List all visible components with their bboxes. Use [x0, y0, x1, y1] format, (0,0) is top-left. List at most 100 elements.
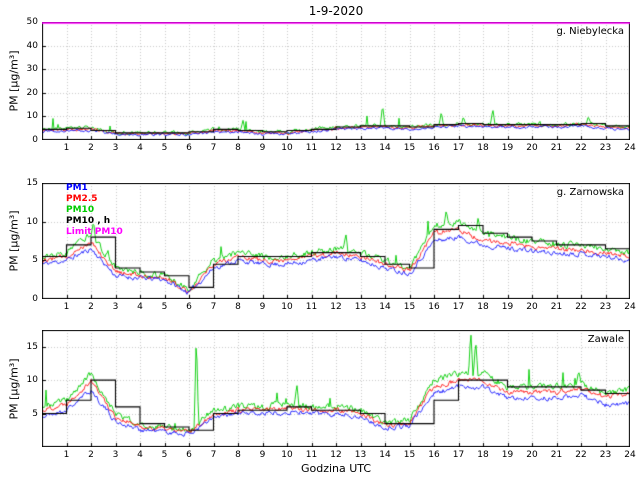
- x-tick-label: 24: [624, 143, 636, 153]
- legend-item-4: Limit PM10: [66, 227, 123, 237]
- y-tick-label: 10: [26, 111, 38, 122]
- x-tick-label: 20: [526, 450, 538, 460]
- x-tick-label: 16: [428, 450, 440, 460]
- x-tick-label: 20: [526, 143, 538, 153]
- x-tick-label: 1: [63, 450, 70, 460]
- y-tick-label: 15: [26, 341, 38, 352]
- y-tick-label: 15: [26, 178, 38, 188]
- x-tick-label: 9: [259, 143, 266, 153]
- x-tick-label: 16: [428, 143, 440, 153]
- y-tick-label: 10: [26, 375, 38, 386]
- x-tick-label: 8: [235, 143, 241, 153]
- x-tick-label: 22: [575, 143, 587, 153]
- x-tick-label: 21: [550, 143, 563, 153]
- x-tick-label: 16: [428, 302, 440, 312]
- station-label-zarnowska: g. Zarnowska: [556, 187, 624, 198]
- x-tick-label: 8: [235, 450, 241, 460]
- x-tick-label: 12: [330, 302, 342, 312]
- y-tick-label: 40: [26, 40, 38, 51]
- x-tick-label: 5: [161, 450, 168, 460]
- x-tick-label: 11: [305, 143, 318, 153]
- x-tick-label: 6: [186, 143, 192, 153]
- x-tick-label: 13: [354, 302, 367, 312]
- x-tick-label: 14: [379, 302, 391, 312]
- chart-canvas-zarnowska: [42, 183, 630, 299]
- station-label-niebylecka: g. Niebylecka: [556, 26, 624, 37]
- x-tick-label: 14: [379, 450, 391, 460]
- x-tick-label: 9: [259, 302, 266, 312]
- x-tick-label: 20: [526, 302, 538, 312]
- x-tick-label: 11: [305, 302, 318, 312]
- x-tick-label: 4: [137, 450, 143, 460]
- legend-item-2: PM10: [66, 205, 95, 215]
- x-tick-label: 24: [624, 302, 636, 312]
- x-tick-label: 6: [186, 450, 192, 460]
- x-tick-label: 19: [501, 450, 514, 460]
- y-axis-label-top: PM [µg/m³]: [7, 50, 21, 112]
- y-tick-label: 0: [32, 135, 38, 145]
- x-tick-label: 22: [575, 302, 587, 312]
- x-tick-label: 3: [112, 302, 119, 312]
- x-tick-label: 1: [63, 143, 70, 153]
- x-tick-label: 19: [501, 143, 514, 153]
- x-tick-label: 17: [452, 302, 465, 312]
- x-tick-label: 3: [112, 143, 119, 153]
- y-tick-label: 50: [26, 17, 38, 27]
- x-tick-label: 18: [477, 302, 489, 312]
- x-tick-label: 5: [161, 143, 168, 153]
- x-tick-label: 13: [354, 450, 367, 460]
- x-tick-label: 11: [305, 450, 318, 460]
- y-tick-label: 20: [26, 87, 38, 98]
- y-tick-label: 10: [26, 216, 38, 227]
- x-tick-label: 2: [88, 302, 94, 312]
- y-tick-label: 5: [32, 408, 38, 419]
- x-tick-label: 23: [599, 450, 612, 460]
- figure-title: 1-9-2020: [308, 4, 364, 18]
- x-tick-label: 2: [88, 143, 94, 153]
- x-axis-label: Godzina UTC: [300, 462, 372, 475]
- x-tick-label: 8: [235, 302, 241, 312]
- x-tick-label: 10: [281, 143, 293, 153]
- x-tick-label: 10: [281, 302, 293, 312]
- x-tick-label: 4: [137, 143, 143, 153]
- y-tick-label: 5: [32, 255, 38, 266]
- legend-item-0: PM1: [66, 183, 88, 193]
- x-tick-label: 12: [330, 450, 342, 460]
- x-tick-label: 1: [63, 302, 70, 312]
- x-tick-label: 15: [403, 143, 416, 153]
- x-tick-label: 15: [403, 302, 416, 312]
- x-tick-label: 23: [599, 143, 612, 153]
- x-tick-label: 12: [330, 143, 342, 153]
- x-tick-label: 18: [477, 450, 489, 460]
- x-tick-label: 2: [88, 450, 94, 460]
- x-tick-label: 7: [210, 302, 217, 312]
- x-tick-label: 23: [599, 302, 612, 312]
- legend: PM1 PM2.5 PM10 PM10 , h Limit PM10: [66, 183, 123, 238]
- x-tick-label: 5: [161, 302, 168, 312]
- x-tick-label: 3: [112, 450, 119, 460]
- x-tick-label: 17: [452, 450, 465, 460]
- x-tick-label: 4: [137, 302, 143, 312]
- x-tick-label: 15: [403, 450, 416, 460]
- x-tick-label: 22: [575, 450, 587, 460]
- x-tick-label: 6: [186, 302, 192, 312]
- x-tick-label: 10: [281, 450, 293, 460]
- y-tick-label: 0: [32, 294, 38, 304]
- x-tick-label: 7: [210, 450, 217, 460]
- x-tick-label: 19: [501, 302, 514, 312]
- x-tick-label: 21: [550, 302, 563, 312]
- x-tick-label: 24: [624, 450, 636, 460]
- station-label-zawale: Zawale: [587, 334, 624, 345]
- chart-canvas-zawale: [42, 330, 630, 447]
- x-tick-label: 9: [259, 450, 266, 460]
- legend-item-3: PM10 , h: [66, 216, 111, 226]
- x-tick-label: 21: [550, 450, 563, 460]
- x-tick-label: 13: [354, 143, 367, 153]
- chart-canvas-niebylecka: [42, 22, 630, 140]
- x-tick-label: 7: [210, 143, 217, 153]
- y-tick-label: 30: [26, 64, 38, 75]
- x-tick-label: 18: [477, 143, 489, 153]
- x-tick-label: 14: [379, 143, 391, 153]
- x-tick-label: 17: [452, 143, 465, 153]
